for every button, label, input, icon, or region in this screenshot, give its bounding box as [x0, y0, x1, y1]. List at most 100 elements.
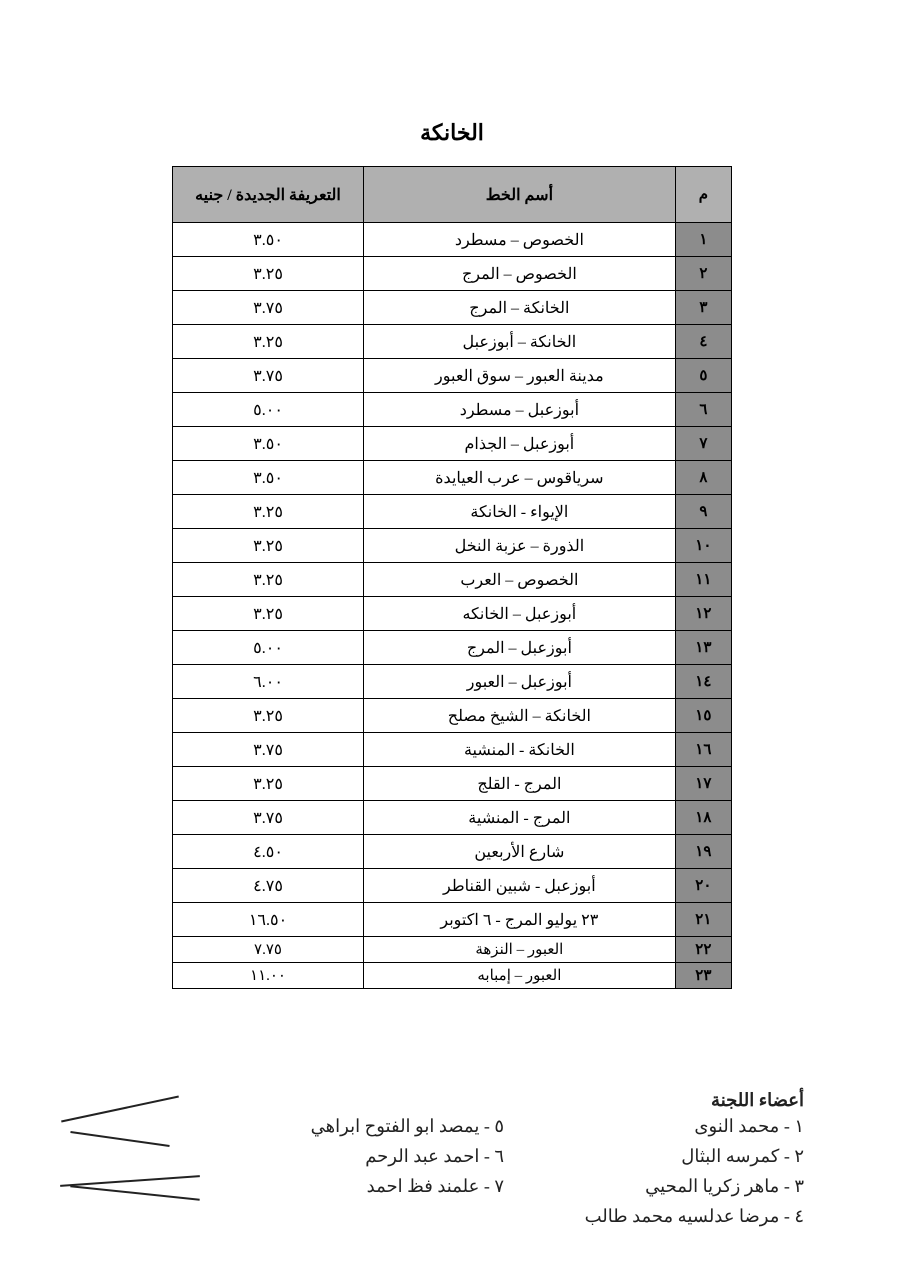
cell-fare: ٣.٢٥ — [173, 325, 364, 359]
cell-route: الخانكة – أبوزعبل — [364, 325, 676, 359]
table-row: ١٨المرج - المنشية٣.٧٥ — [173, 801, 732, 835]
cell-num: ٣ — [675, 291, 731, 325]
cell-fare: ٣.٧٥ — [173, 359, 364, 393]
table-row: ٣الخانكة – المرج٣.٧٥ — [173, 291, 732, 325]
cell-num: ١٢ — [675, 597, 731, 631]
cell-num: ٧ — [675, 427, 731, 461]
header-num: م — [675, 167, 731, 223]
cell-route: شارع الأربعين — [364, 835, 676, 869]
signature-line: ٧ - علمند فظ احمد — [367, 1176, 504, 1197]
cell-num: ٢٢ — [675, 937, 731, 963]
cell-fare: ١٦.٥٠ — [173, 903, 364, 937]
cell-fare: ٧.٧٥ — [173, 937, 364, 963]
cell-route: الخانكة – المرج — [364, 291, 676, 325]
cell-num: ٩ — [675, 495, 731, 529]
cell-num: ٢٣ — [675, 963, 731, 989]
cell-fare: ٥.٠٠ — [173, 393, 364, 427]
cell-num: ٥ — [675, 359, 731, 393]
cell-route: ٢٣ يوليو المرج - ٦ اكتوبر — [364, 903, 676, 937]
table-row: ٧أبوزعبل – الجذام٣.٥٠ — [173, 427, 732, 461]
cell-route: الخانكة - المنشية — [364, 733, 676, 767]
cell-fare: ٤.٥٠ — [173, 835, 364, 869]
cell-route: المرج - القلج — [364, 767, 676, 801]
signatures-heading: أعضاء اللجنة — [711, 1090, 804, 1111]
cell-fare: ٣.٢٥ — [173, 767, 364, 801]
cell-fare: ٣.٧٥ — [173, 291, 364, 325]
table-row: ٤الخانكة – أبوزعبل٣.٢٥ — [173, 325, 732, 359]
cell-route: أبوزعبل – الخانكه — [364, 597, 676, 631]
signature-mark — [70, 1185, 199, 1201]
document-page: الخانكة م أسم الخط التعريفة الجديدة / جن… — [0, 0, 904, 1280]
cell-num: ٦ — [675, 393, 731, 427]
signature-mark — [60, 1175, 200, 1187]
signature-line: ١ - محمد النوى — [694, 1116, 804, 1137]
cell-fare: ٤.٧٥ — [173, 869, 364, 903]
signature-line: ٦ - احمد عبد الرحم — [365, 1146, 504, 1167]
cell-route: العبور – إمبابه — [364, 963, 676, 989]
table-row: ١الخصوص – مسطرد٣.٥٠ — [173, 223, 732, 257]
cell-fare: ٣.٢٥ — [173, 257, 364, 291]
header-route: أسم الخط — [364, 167, 676, 223]
cell-num: ٢ — [675, 257, 731, 291]
cell-num: ١ — [675, 223, 731, 257]
table-row: ٥مدينة العبور – سوق العبور٣.٧٥ — [173, 359, 732, 393]
cell-route: أبوزعبل – المرج — [364, 631, 676, 665]
cell-fare: ٣.٧٥ — [173, 801, 364, 835]
fare-table: م أسم الخط التعريفة الجديدة / جنيه ١الخص… — [172, 166, 732, 989]
table-row: ١٢أبوزعبل – الخانكه٣.٢٥ — [173, 597, 732, 631]
cell-fare: ٣.٢٥ — [173, 699, 364, 733]
cell-fare: ٣.٥٠ — [173, 461, 364, 495]
cell-num: ١٣ — [675, 631, 731, 665]
cell-num: ٤ — [675, 325, 731, 359]
cell-route: الخصوص – مسطرد — [364, 223, 676, 257]
cell-num: ٨ — [675, 461, 731, 495]
cell-route: الإيواء - الخانكة — [364, 495, 676, 529]
cell-fare: ٣.٥٠ — [173, 223, 364, 257]
cell-route: الخصوص – العرب — [364, 563, 676, 597]
page-title: الخانكة — [80, 120, 824, 146]
cell-num: ١٠ — [675, 529, 731, 563]
table-body: ١الخصوص – مسطرد٣.٥٠٢الخصوص – المرج٣.٢٥٣ا… — [173, 223, 732, 989]
table-row: ١٠الذورة – عزبة النخل٣.٢٥ — [173, 529, 732, 563]
table-row: ١١الخصوص – العرب٣.٢٥ — [173, 563, 732, 597]
signature-line: ٣ - ماهر زكريا المحيي — [645, 1176, 804, 1197]
table-row: ٩الإيواء - الخانكة٣.٢٥ — [173, 495, 732, 529]
cell-fare: ٣.٧٥ — [173, 733, 364, 767]
cell-fare: ٦.٠٠ — [173, 665, 364, 699]
signature-mark — [70, 1131, 169, 1147]
cell-num: ١٥ — [675, 699, 731, 733]
table-row: ٨سرياقوس – عرب العيايدة٣.٥٠ — [173, 461, 732, 495]
signature-line: ٤ - مرضا عدلسيه محمد طالب — [585, 1206, 804, 1227]
cell-route: المرج - المنشية — [364, 801, 676, 835]
table-row: ٢١٢٣ يوليو المرج - ٦ اكتوبر١٦.٥٠ — [173, 903, 732, 937]
cell-fare: ٣.٢٥ — [173, 563, 364, 597]
table-row: ١٣أبوزعبل – المرج٥.٠٠ — [173, 631, 732, 665]
cell-fare: ٣.٢٥ — [173, 529, 364, 563]
cell-num: ١١ — [675, 563, 731, 597]
table-row: ٢٠أبوزعبل - شبين القناطر٤.٧٥ — [173, 869, 732, 903]
cell-route: الخانكة – الشيخ مصلح — [364, 699, 676, 733]
table-row: ١٦الخانكة - المنشية٣.٧٥ — [173, 733, 732, 767]
signature-line: ٥ - يمصد ابو الفتوح ابراهي — [311, 1116, 504, 1137]
table-row: ١٩شارع الأربعين٤.٥٠ — [173, 835, 732, 869]
cell-route: أبوزعبل – مسطرد — [364, 393, 676, 427]
table-row: ٢الخصوص – المرج٣.٢٥ — [173, 257, 732, 291]
table-row: ٦أبوزعبل – مسطرد٥.٠٠ — [173, 393, 732, 427]
table-row: ٢٣العبور – إمبابه١١.٠٠ — [173, 963, 732, 989]
cell-route: سرياقوس – عرب العيايدة — [364, 461, 676, 495]
cell-num: ١٧ — [675, 767, 731, 801]
cell-route: الخصوص – المرج — [364, 257, 676, 291]
cell-fare: ٣.٢٥ — [173, 597, 364, 631]
table-header-row: م أسم الخط التعريفة الجديدة / جنيه — [173, 167, 732, 223]
cell-route: أبوزعبل – الجذام — [364, 427, 676, 461]
cell-fare: ٣.٥٠ — [173, 427, 364, 461]
cell-route: أبوزعبل - شبين القناطر — [364, 869, 676, 903]
cell-num: ١٤ — [675, 665, 731, 699]
table-row: ١٥الخانكة – الشيخ مصلح٣.٢٥ — [173, 699, 732, 733]
cell-route: العبور – النزهة — [364, 937, 676, 963]
cell-route: أبوزعبل – العبور — [364, 665, 676, 699]
cell-num: ٢١ — [675, 903, 731, 937]
header-fare: التعريفة الجديدة / جنيه — [173, 167, 364, 223]
table-row: ١٤أبوزعبل – العبور٦.٠٠ — [173, 665, 732, 699]
cell-num: ١٩ — [675, 835, 731, 869]
